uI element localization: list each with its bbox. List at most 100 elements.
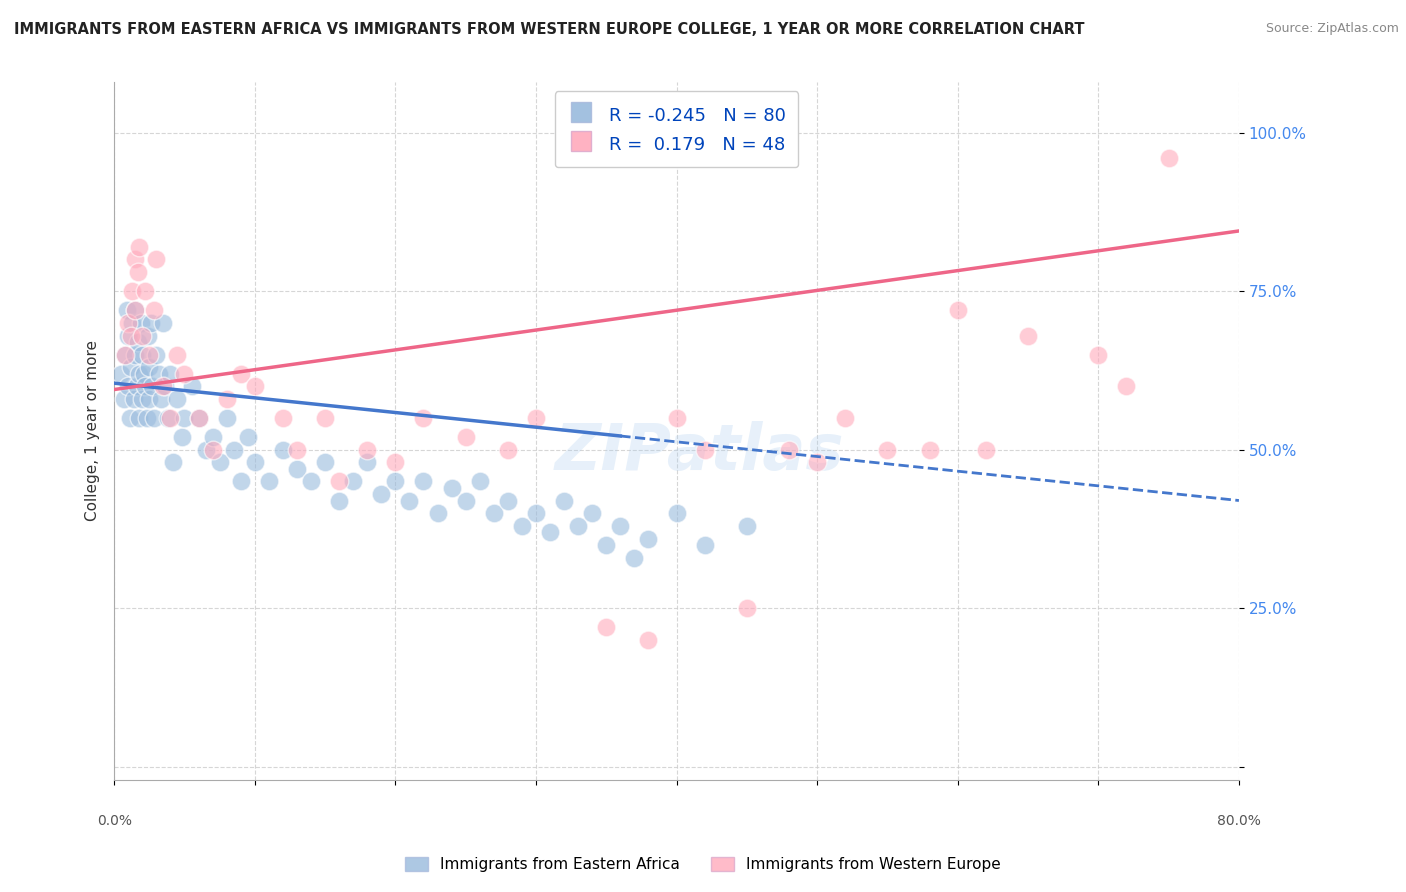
Point xyxy=(127,334,149,349)
Point xyxy=(145,348,167,362)
Point xyxy=(1157,151,1180,165)
Point xyxy=(118,411,141,425)
Point xyxy=(426,506,449,520)
Point xyxy=(806,455,828,469)
Point xyxy=(156,411,179,425)
Text: IMMIGRANTS FROM EASTERN AFRICA VS IMMIGRANTS FROM WESTERN EUROPE COLLEGE, 1 YEAR: IMMIGRANTS FROM EASTERN AFRICA VS IMMIGR… xyxy=(14,22,1084,37)
Point xyxy=(121,284,143,298)
Point xyxy=(114,348,136,362)
Point xyxy=(139,316,162,330)
Point xyxy=(121,316,143,330)
Point xyxy=(114,348,136,362)
Point xyxy=(735,601,758,615)
Point xyxy=(236,430,259,444)
Point xyxy=(173,411,195,425)
Point xyxy=(131,392,153,406)
Point xyxy=(136,328,159,343)
Point xyxy=(1017,328,1039,343)
Point xyxy=(142,303,165,318)
Point xyxy=(778,442,800,457)
Point xyxy=(129,316,152,330)
Point xyxy=(665,411,688,425)
Point xyxy=(946,303,969,318)
Point xyxy=(285,442,308,457)
Point xyxy=(173,367,195,381)
Point xyxy=(665,506,688,520)
Legend: Immigrants from Eastern Africa, Immigrants from Western Europe: Immigrants from Eastern Africa, Immigran… xyxy=(398,849,1008,880)
Point xyxy=(524,506,547,520)
Point xyxy=(159,367,181,381)
Point xyxy=(128,367,150,381)
Point xyxy=(201,430,224,444)
Point xyxy=(187,411,209,425)
Point xyxy=(876,442,898,457)
Point xyxy=(285,462,308,476)
Point xyxy=(342,475,364,489)
Point xyxy=(538,525,561,540)
Point xyxy=(152,379,174,393)
Point xyxy=(974,442,997,457)
Point xyxy=(134,379,156,393)
Point xyxy=(229,367,252,381)
Point xyxy=(110,367,132,381)
Point xyxy=(314,411,336,425)
Point xyxy=(124,252,146,267)
Text: Source: ZipAtlas.com: Source: ZipAtlas.com xyxy=(1265,22,1399,36)
Text: ZIPatlas: ZIPatlas xyxy=(554,421,844,483)
Point xyxy=(623,550,645,565)
Point xyxy=(834,411,856,425)
Point xyxy=(482,506,505,520)
Point xyxy=(131,328,153,343)
Text: 80.0%: 80.0% xyxy=(1218,814,1261,829)
Point xyxy=(454,430,477,444)
Point xyxy=(117,328,139,343)
Point xyxy=(194,442,217,457)
Point xyxy=(132,367,155,381)
Point xyxy=(243,379,266,393)
Point xyxy=(1087,348,1109,362)
Point xyxy=(201,442,224,457)
Point xyxy=(398,493,420,508)
Point xyxy=(609,519,631,533)
Point xyxy=(693,538,716,552)
Text: 0.0%: 0.0% xyxy=(97,814,132,829)
Point xyxy=(222,442,245,457)
Point xyxy=(440,481,463,495)
Point xyxy=(120,360,142,375)
Point xyxy=(637,532,659,546)
Point xyxy=(180,379,202,393)
Point xyxy=(145,252,167,267)
Point xyxy=(166,392,188,406)
Point xyxy=(384,455,406,469)
Point xyxy=(117,316,139,330)
Point xyxy=(384,475,406,489)
Point xyxy=(166,348,188,362)
Point xyxy=(735,519,758,533)
Point xyxy=(117,379,139,393)
Point xyxy=(127,265,149,279)
Point xyxy=(918,442,941,457)
Point xyxy=(138,392,160,406)
Point xyxy=(412,411,434,425)
Point xyxy=(468,475,491,489)
Point xyxy=(138,360,160,375)
Point xyxy=(356,442,378,457)
Point xyxy=(314,455,336,469)
Point xyxy=(243,455,266,469)
Point xyxy=(187,411,209,425)
Point xyxy=(152,316,174,330)
Point xyxy=(496,493,519,508)
Point xyxy=(135,411,157,425)
Point xyxy=(162,455,184,469)
Point xyxy=(356,455,378,469)
Point xyxy=(138,348,160,362)
Point xyxy=(271,442,294,457)
Y-axis label: College, 1 year or more: College, 1 year or more xyxy=(86,340,100,521)
Point xyxy=(112,392,135,406)
Point xyxy=(215,392,238,406)
Point xyxy=(257,475,280,489)
Point xyxy=(496,442,519,457)
Point xyxy=(124,303,146,318)
Point xyxy=(131,348,153,362)
Point xyxy=(208,455,231,469)
